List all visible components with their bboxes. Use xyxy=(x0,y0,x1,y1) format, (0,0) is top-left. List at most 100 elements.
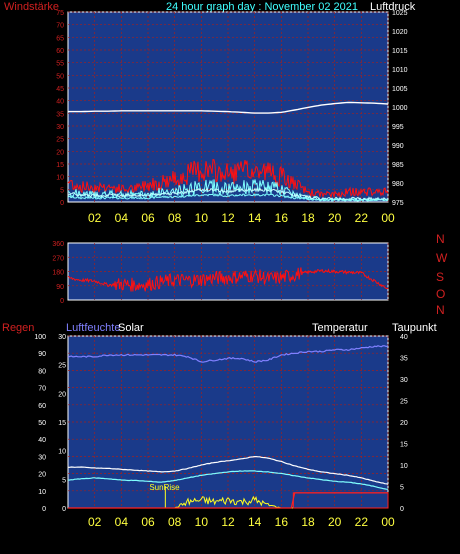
climate-hour-tick-label: 04 xyxy=(115,515,129,529)
compass-label: S xyxy=(436,270,444,284)
rain-tick-label: 50 xyxy=(38,420,46,427)
direction-tick-label: 180 xyxy=(52,270,64,277)
climate-hour-tick-label: 18 xyxy=(301,515,315,529)
pressure-tick-label: 1025 xyxy=(392,10,408,17)
humidity-series xyxy=(67,345,389,363)
humidity-tick-label: 0 xyxy=(62,506,66,513)
rain-tick-label: 0 xyxy=(42,506,46,513)
pressure-tick-label: 990 xyxy=(392,143,404,150)
wind-hour-tick-label: 00 xyxy=(381,211,395,225)
climate-hour-tick-label: 22 xyxy=(355,515,369,529)
compass-label: O xyxy=(436,287,445,301)
wind-tick-label: 35 xyxy=(56,111,64,118)
wind-tick-label: 20 xyxy=(56,149,64,156)
climate-hour-tick-label: 14 xyxy=(248,515,262,529)
climate-hour-tick-label: 10 xyxy=(195,515,209,529)
temperature-tick-label: 40 xyxy=(400,334,408,341)
wind-tick-label: 15 xyxy=(56,162,64,169)
climate-hour-tick-label: 08 xyxy=(168,515,182,529)
wind-tick-label: 55 xyxy=(56,61,64,68)
rain-tick-label: 10 xyxy=(38,489,46,496)
temperature-tick-label: 0 xyxy=(400,506,404,513)
compass-label: N xyxy=(436,232,445,246)
wind-tick-label: 5 xyxy=(60,187,64,194)
temperature-tick-label: 10 xyxy=(400,463,408,470)
climate-hour-tick-label: 00 xyxy=(381,515,395,529)
temperature-tick-label: 15 xyxy=(400,442,408,449)
solar-label: Solar xyxy=(118,322,144,334)
wind-hour-tick-label: 08 xyxy=(168,211,182,225)
climate-hour-tick-label: 02 xyxy=(88,515,102,529)
direction-tick-label: 360 xyxy=(52,241,64,248)
rain-tick-label: 20 xyxy=(38,472,46,479)
wind-tick-label: 10 xyxy=(56,175,64,182)
rain-tick-label: 100 xyxy=(34,334,46,341)
pressure-tick-label: 985 xyxy=(392,162,404,169)
compass-label: N xyxy=(436,303,445,317)
rain-tick-label: 30 xyxy=(38,454,46,461)
wind-tick-label: 60 xyxy=(56,48,64,55)
pressure-tick-label: 1020 xyxy=(392,29,408,36)
wind-hour-tick-label: 22 xyxy=(355,211,369,225)
humidity-tick-label: 5 xyxy=(62,477,66,484)
rain-tick-label: 40 xyxy=(38,437,46,444)
temperature-tick-label: 20 xyxy=(400,420,408,427)
wind-hour-tick-label: 04 xyxy=(115,211,129,225)
wind-tick-label: 65 xyxy=(56,35,64,42)
humidity-tick-label: 30 xyxy=(58,334,66,341)
wind-hour-tick-label: 02 xyxy=(88,211,102,225)
wind-tick-label: 50 xyxy=(56,73,64,80)
humidity-axis-title: Luftfeuchte xyxy=(66,322,120,334)
dewpoint-axis-title: Taupunkt xyxy=(392,322,437,334)
temperature-tick-label: 30 xyxy=(400,377,408,384)
wind-base-series xyxy=(67,192,389,202)
rain-tick-label: 90 xyxy=(38,351,46,358)
wind-average-series xyxy=(67,187,389,202)
direction-tick-label: 270 xyxy=(52,255,64,262)
climate-hour-tick-label: 20 xyxy=(328,515,342,529)
pressure-tick-label: 980 xyxy=(392,181,404,188)
rain-axis-title: Regen xyxy=(2,322,34,334)
wind-hour-tick-label: 06 xyxy=(141,211,155,225)
pressure-tick-label: 1005 xyxy=(392,86,408,93)
rain-tick-label: 70 xyxy=(38,386,46,393)
pressure-tick-label: 1015 xyxy=(392,48,408,55)
wind-hour-tick-label: 16 xyxy=(275,211,289,225)
temperature-tick-label: 25 xyxy=(400,399,408,406)
rain-tick-label: 60 xyxy=(38,403,46,410)
climate-hour-tick-label: 06 xyxy=(141,515,155,529)
pressure-tick-label: 975 xyxy=(392,200,404,207)
wind-direction-series xyxy=(67,267,389,292)
wind-hour-tick-label: 18 xyxy=(301,211,315,225)
wind-tick-label: 45 xyxy=(56,86,64,93)
humidity-tick-label: 10 xyxy=(58,449,66,456)
wind-hour-tick-label: 10 xyxy=(195,211,209,225)
direction-tick-label: 0 xyxy=(60,298,64,305)
temperature-series xyxy=(68,456,389,485)
wind-tick-label: 25 xyxy=(56,137,64,144)
pressure-tick-label: 1010 xyxy=(392,67,408,74)
wind-tick-label: 0 xyxy=(60,200,64,207)
wind-axis-title: Windstärke xyxy=(4,1,59,13)
wind-tick-label: 30 xyxy=(56,124,64,131)
humidity-tick-label: 20 xyxy=(58,391,66,398)
pressure-axis-title: Luftdruck xyxy=(370,1,416,13)
wind-tick-label: 40 xyxy=(56,99,64,106)
pressure-series xyxy=(68,101,389,114)
compass-label: W xyxy=(436,251,448,265)
pressure-tick-label: 995 xyxy=(392,124,404,131)
rain-area-outline xyxy=(292,492,389,509)
climate-hour-tick-label: 16 xyxy=(275,515,289,529)
humidity-tick-label: 15 xyxy=(58,420,66,427)
humidity-tick-label: 25 xyxy=(58,363,66,370)
wind-hour-tick-label: 20 xyxy=(328,211,342,225)
rain-tick-label: 80 xyxy=(38,368,46,375)
wind-tick-label: 75 xyxy=(56,10,64,17)
temperature-axis-title: Temperatur xyxy=(312,322,368,334)
wind-hour-tick-label: 12 xyxy=(221,211,235,225)
sunrise-label: SunRise xyxy=(149,483,180,492)
chart-title: 24 hour graph day : November 02 2021 xyxy=(166,1,358,13)
wind-hour-tick-label: 14 xyxy=(248,211,262,225)
climate-hour-tick-label: 12 xyxy=(221,515,235,529)
